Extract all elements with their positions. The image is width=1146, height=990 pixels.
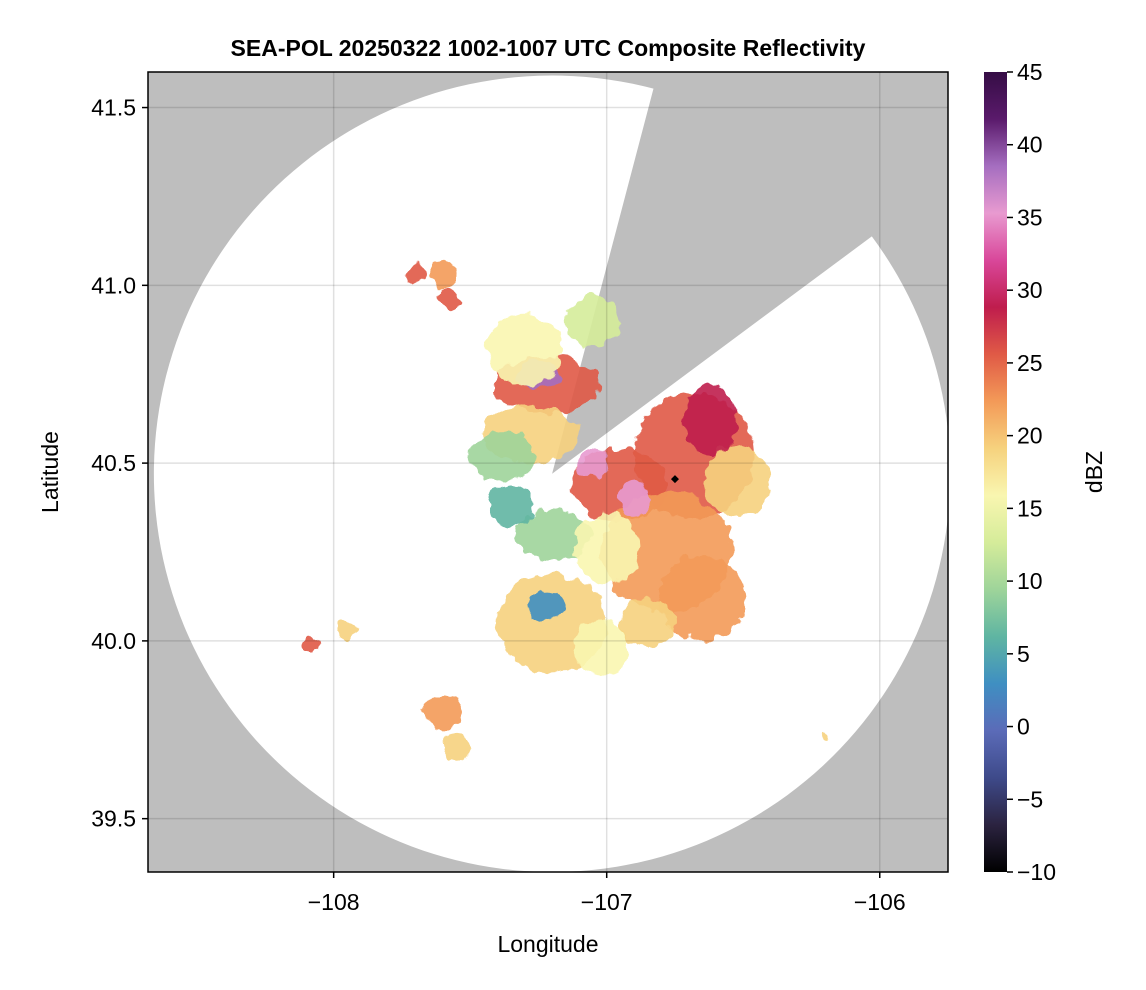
colorbar-tick-label: 35 [1017, 204, 1043, 230]
colorbar-tick-label: 45 [1017, 59, 1043, 85]
chart-title: SEA-POL 20250322 1002-1007 UTC Composite… [231, 35, 866, 61]
radar-site-marker [670, 475, 679, 484]
colorbar-tick-label: 10 [1017, 568, 1043, 594]
echo-cell [429, 260, 457, 289]
y-tick-label: 40.5 [91, 450, 136, 476]
colorbar-tick-label: 0 [1017, 714, 1030, 740]
colorbar: −10 −5 0 5 10 15 20 25 30 35 40 45 dBZ [984, 59, 1107, 885]
echo-cell [658, 555, 746, 641]
echo-cell [573, 512, 640, 584]
x-axis-label: Longitude [497, 931, 598, 957]
colorbar-tick-label: −10 [1017, 859, 1056, 885]
colorbar-gradient [984, 72, 1007, 872]
echo-cell [573, 619, 629, 677]
plot-frame [147, 71, 949, 873]
echo-cell [683, 384, 738, 457]
grid-lines [148, 72, 948, 872]
echo-cell [704, 445, 771, 517]
echo-layer [304, 260, 830, 762]
colorbar-ticks: −10 −5 0 5 10 15 20 25 30 35 40 45 [1007, 59, 1056, 885]
echo-cell [513, 509, 591, 560]
echo-cell [527, 591, 566, 620]
colorbar-tick-label: 15 [1017, 495, 1043, 521]
plot-area [148, 72, 948, 872]
y-tick-label: 39.5 [91, 806, 136, 832]
colorbar-tick-label: 25 [1017, 350, 1043, 376]
y-tick-label: 41.5 [91, 95, 136, 121]
radar-coverage-area [153, 75, 948, 872]
echo-cell [565, 296, 621, 346]
echo-cell [620, 598, 675, 648]
echo-cell [486, 313, 564, 385]
colorbar-tick-label: 30 [1017, 277, 1043, 303]
echo-cell [470, 431, 536, 481]
echo-cell [304, 637, 319, 652]
colorbar-tick-label: 40 [1017, 132, 1043, 158]
x-axis-ticks: −108 −107 −106 [308, 872, 906, 915]
echo-cell [617, 480, 651, 517]
colorbar-label: dBZ [1081, 451, 1107, 493]
y-axis-label: Latitude [37, 431, 63, 513]
echo-cell [437, 288, 460, 311]
echo-cell [576, 448, 610, 478]
echo-cell [423, 694, 462, 730]
echo-cell [336, 621, 359, 640]
x-tick-label: −108 [308, 889, 360, 915]
echo-cell [442, 733, 471, 762]
y-tick-label: 40.0 [91, 628, 136, 654]
colorbar-tick-label: 20 [1017, 423, 1043, 449]
x-tick-label: −106 [854, 889, 906, 915]
x-tick-label: −107 [581, 889, 633, 915]
y-axis-ticks: 39.5 40.0 40.5 41.0 41.5 [91, 95, 148, 832]
colorbar-tick-label: 5 [1017, 641, 1030, 667]
echo-cell [821, 733, 830, 741]
y-tick-label: 41.0 [91, 272, 136, 298]
echo-cell [404, 264, 427, 286]
radar-coverage [153, 75, 948, 872]
echo-cell [489, 484, 533, 528]
colorbar-tick-label: −5 [1017, 786, 1043, 812]
